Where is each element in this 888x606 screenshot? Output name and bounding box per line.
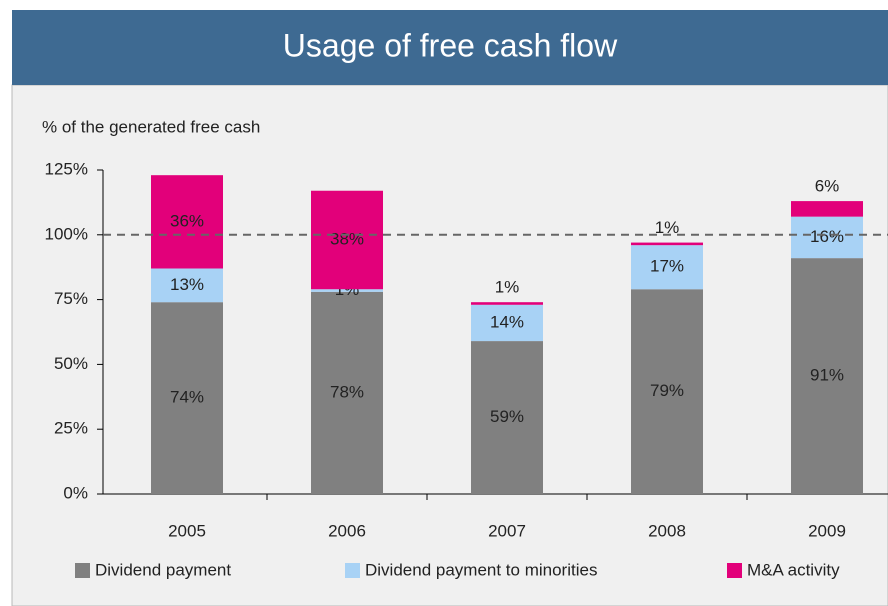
header <box>12 10 888 85</box>
y-tick-label: 50% <box>54 354 88 373</box>
bar-segment <box>471 341 543 494</box>
value-label: 38% <box>330 229 364 248</box>
legend-label: Dividend payment <box>95 560 231 579</box>
legend-label: Dividend payment to minorities <box>365 560 597 579</box>
x-tick-label: 2008 <box>648 521 686 540</box>
x-tick-label: 2007 <box>488 521 526 540</box>
legend-label: M&A activity <box>747 560 840 579</box>
value-label: 16% <box>810 227 844 246</box>
value-label: 1% <box>495 278 520 297</box>
legend-swatch <box>727 563 742 578</box>
y-tick-label: 125% <box>45 159 88 178</box>
x-tick-label: 2005 <box>168 521 206 540</box>
x-tick-label: 2009 <box>808 521 846 540</box>
panel <box>11 84 888 606</box>
value-label: 14% <box>490 312 524 331</box>
bar-segment <box>151 268 223 303</box>
bar-segment <box>151 302 223 494</box>
y-tick-label: 75% <box>54 289 88 308</box>
x-tick-label: 2006 <box>328 521 366 540</box>
bar-segment <box>311 289 383 292</box>
chart-title: Usage of free cash flow <box>283 27 618 63</box>
value-label: 13% <box>170 275 204 294</box>
legend-swatch <box>345 563 360 578</box>
bar-segment <box>791 258 863 494</box>
bar-segment <box>631 245 703 290</box>
legend-swatch <box>75 563 90 578</box>
bar-segment <box>311 190 383 290</box>
value-label: 91% <box>810 366 844 385</box>
bar-segment <box>311 291 383 494</box>
bar-segment <box>791 201 863 217</box>
value-label: 79% <box>650 381 684 400</box>
value-label: 36% <box>170 211 204 230</box>
value-label: 17% <box>650 257 684 276</box>
bar-segment <box>631 242 703 246</box>
value-label: 6% <box>815 177 840 196</box>
bar-segment <box>471 302 543 305</box>
y-tick-label: 0% <box>63 483 88 502</box>
bar-segment <box>631 289 703 494</box>
value-label: 1% <box>655 218 680 237</box>
y-tick-label: 25% <box>54 419 88 438</box>
bar-segment <box>471 304 543 342</box>
value-label: 78% <box>330 382 364 401</box>
bar-segment <box>151 175 223 269</box>
y-tick-label: 100% <box>45 224 88 243</box>
y-axis-label: % of the generated free cash <box>42 117 260 136</box>
value-label: 74% <box>170 388 204 407</box>
value-label: 59% <box>490 407 524 426</box>
bar-segment <box>791 216 863 259</box>
